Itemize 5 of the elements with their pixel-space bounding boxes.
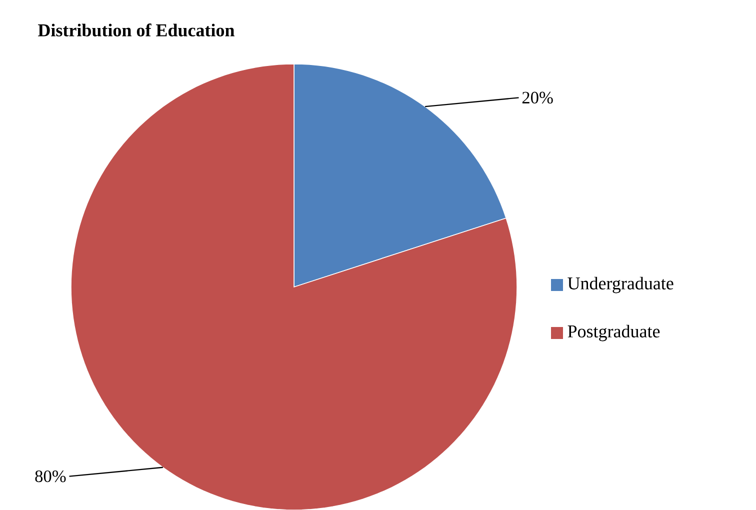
data-label: 20% (522, 92, 553, 104)
legend-label: Postgraduate (568, 324, 660, 342)
legend-label: Undergraduate (568, 276, 674, 294)
chart-title: Distribution of Education (38, 24, 234, 36)
data-label: 80% (35, 470, 66, 482)
